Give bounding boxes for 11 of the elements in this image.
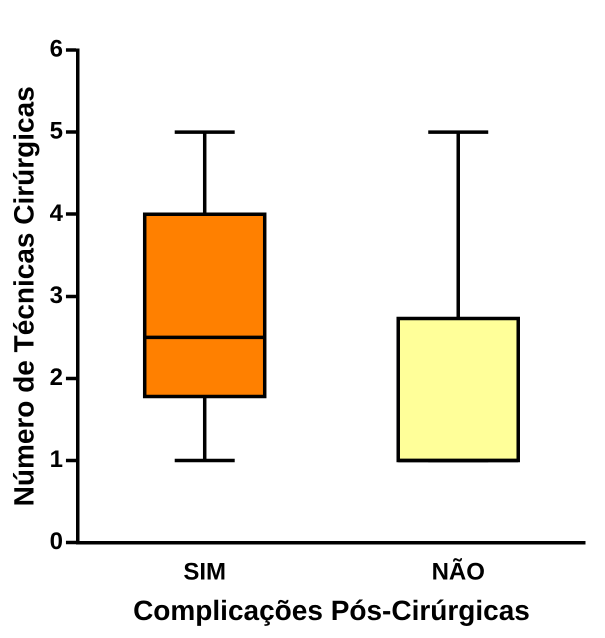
y-tick-label: 4 — [50, 200, 64, 227]
x-axis-title: Complicações Pós-Cirúrgicas — [133, 594, 530, 626]
x-tick-label: SIM — [183, 558, 226, 586]
y-tick-label: 6 — [50, 36, 63, 63]
y-tick-label: 1 — [50, 446, 63, 474]
x-tick-label: NÃO — [432, 558, 485, 586]
y-tick-label: 2 — [50, 364, 63, 392]
y-tick-label: 5 — [50, 118, 63, 145]
y-tick-label: 3 — [50, 282, 63, 309]
y-tick-label: 0 — [50, 528, 63, 556]
y-axis-title: Número de Técnicas Cirúrgicas — [8, 86, 40, 506]
